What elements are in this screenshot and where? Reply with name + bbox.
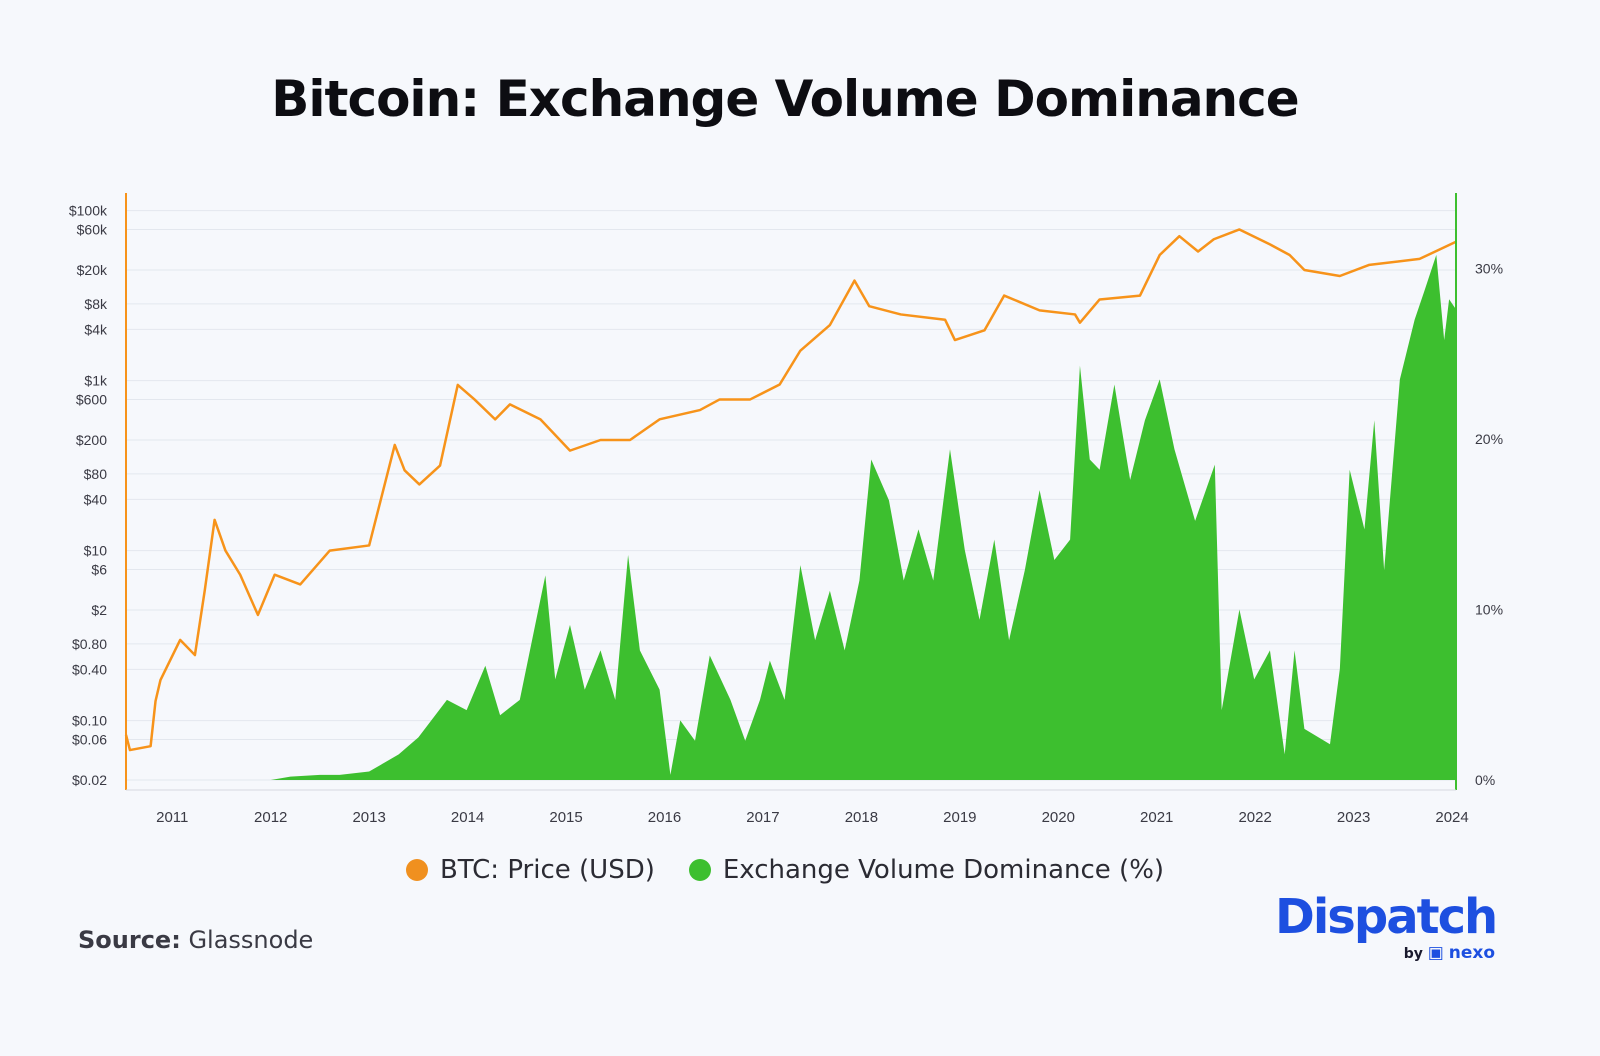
chart-title: Bitcoin: Exchange Volume Dominance	[271, 70, 1299, 128]
x-tick-label: 2012	[254, 809, 287, 826]
y-left-tick-label: $80	[84, 466, 108, 482]
y-left-tick-label: $40	[84, 491, 108, 507]
y-left-tick-label: $0.10	[72, 713, 107, 729]
orange-dot-icon	[405, 859, 428, 881]
y-left-tick-label: $200	[76, 432, 107, 448]
legend-item-dominance[interactable]: Exchange Volume Dominance (%)	[688, 855, 1165, 885]
source-value: Glassnode	[188, 926, 314, 954]
y-left-tick-label: $0.40	[72, 661, 107, 677]
green-dot-icon	[688, 859, 711, 881]
logo-byline: by ▣ nexo	[1275, 943, 1495, 963]
source-note: Source: Glassnode	[78, 926, 313, 954]
y-left-tick-label: $60k	[77, 221, 108, 237]
x-tick-label: 2016	[648, 809, 681, 826]
y-right-tick-label: 20%	[1475, 431, 1503, 447]
nexo-icon: ▣	[1427, 943, 1444, 963]
x-tick-label: 2011	[156, 809, 188, 826]
dominance-area	[126, 254, 1456, 781]
y-left-tick-label: $2	[91, 602, 107, 618]
axes: $100k $60k $20k $8k $4k $1k $600 $200 $80 $40 $10 $…	[69, 193, 1503, 826]
x-tick-label: 2021	[1140, 809, 1173, 826]
x-tick-label: 2013	[352, 809, 385, 826]
price-line-path	[124, 228, 1457, 752]
x-tick-label: 2022	[1238, 809, 1271, 826]
y-left-tick-label: $6	[91, 561, 107, 577]
logo-wordmark: Dispatch	[1275, 889, 1498, 945]
x-tick-label: 2023	[1337, 809, 1370, 826]
logo-by: by	[1403, 946, 1423, 962]
y-left-tick-label: $4k	[84, 321, 108, 337]
y-right-tick-label: 0%	[1475, 772, 1495, 788]
legend: BTC: Price (USD) Exchange Volume Dominan…	[0, 855, 1570, 885]
y-left-tick-label: $600	[76, 391, 107, 407]
y-right-tick-label: 30%	[1475, 261, 1503, 277]
y-left-tick-label: $8k	[84, 296, 108, 312]
x-tick-label: 2019	[943, 809, 976, 826]
legend-label: Exchange Volume Dominance (%)	[722, 855, 1165, 885]
y-left-tick-label: $10	[84, 543, 108, 559]
logo-partner: nexo	[1448, 943, 1495, 963]
y-left-tick-label: $0.80	[72, 636, 107, 652]
legend-item-price[interactable]: BTC: Price (USD)	[405, 855, 655, 885]
x-tick-label: 2017	[746, 809, 779, 826]
x-tick-label: 2015	[549, 809, 582, 826]
price-line	[124, 228, 1457, 752]
x-tick-label: 2024	[1435, 809, 1468, 826]
y-left-tick-label: $1k	[84, 373, 108, 389]
y-left-tick-label: $20k	[77, 262, 108, 278]
y-left-tick-label: $0.02	[72, 772, 107, 788]
x-tick-label: 2014	[451, 809, 484, 826]
y-left-tick-label: $0.06	[72, 731, 107, 747]
x-tick-label: 2020	[1042, 809, 1075, 826]
y-right-tick-label: 10%	[1475, 602, 1503, 618]
source-label: Source:	[78, 926, 181, 954]
y-left-tick-label: $100k	[69, 203, 108, 219]
x-tick-label: 2018	[845, 809, 878, 826]
legend-label: BTC: Price (USD)	[439, 855, 655, 885]
dominance-area-path	[126, 254, 1456, 781]
dispatch-logo: Dispatch by ▣ nexo	[1275, 889, 1498, 963]
